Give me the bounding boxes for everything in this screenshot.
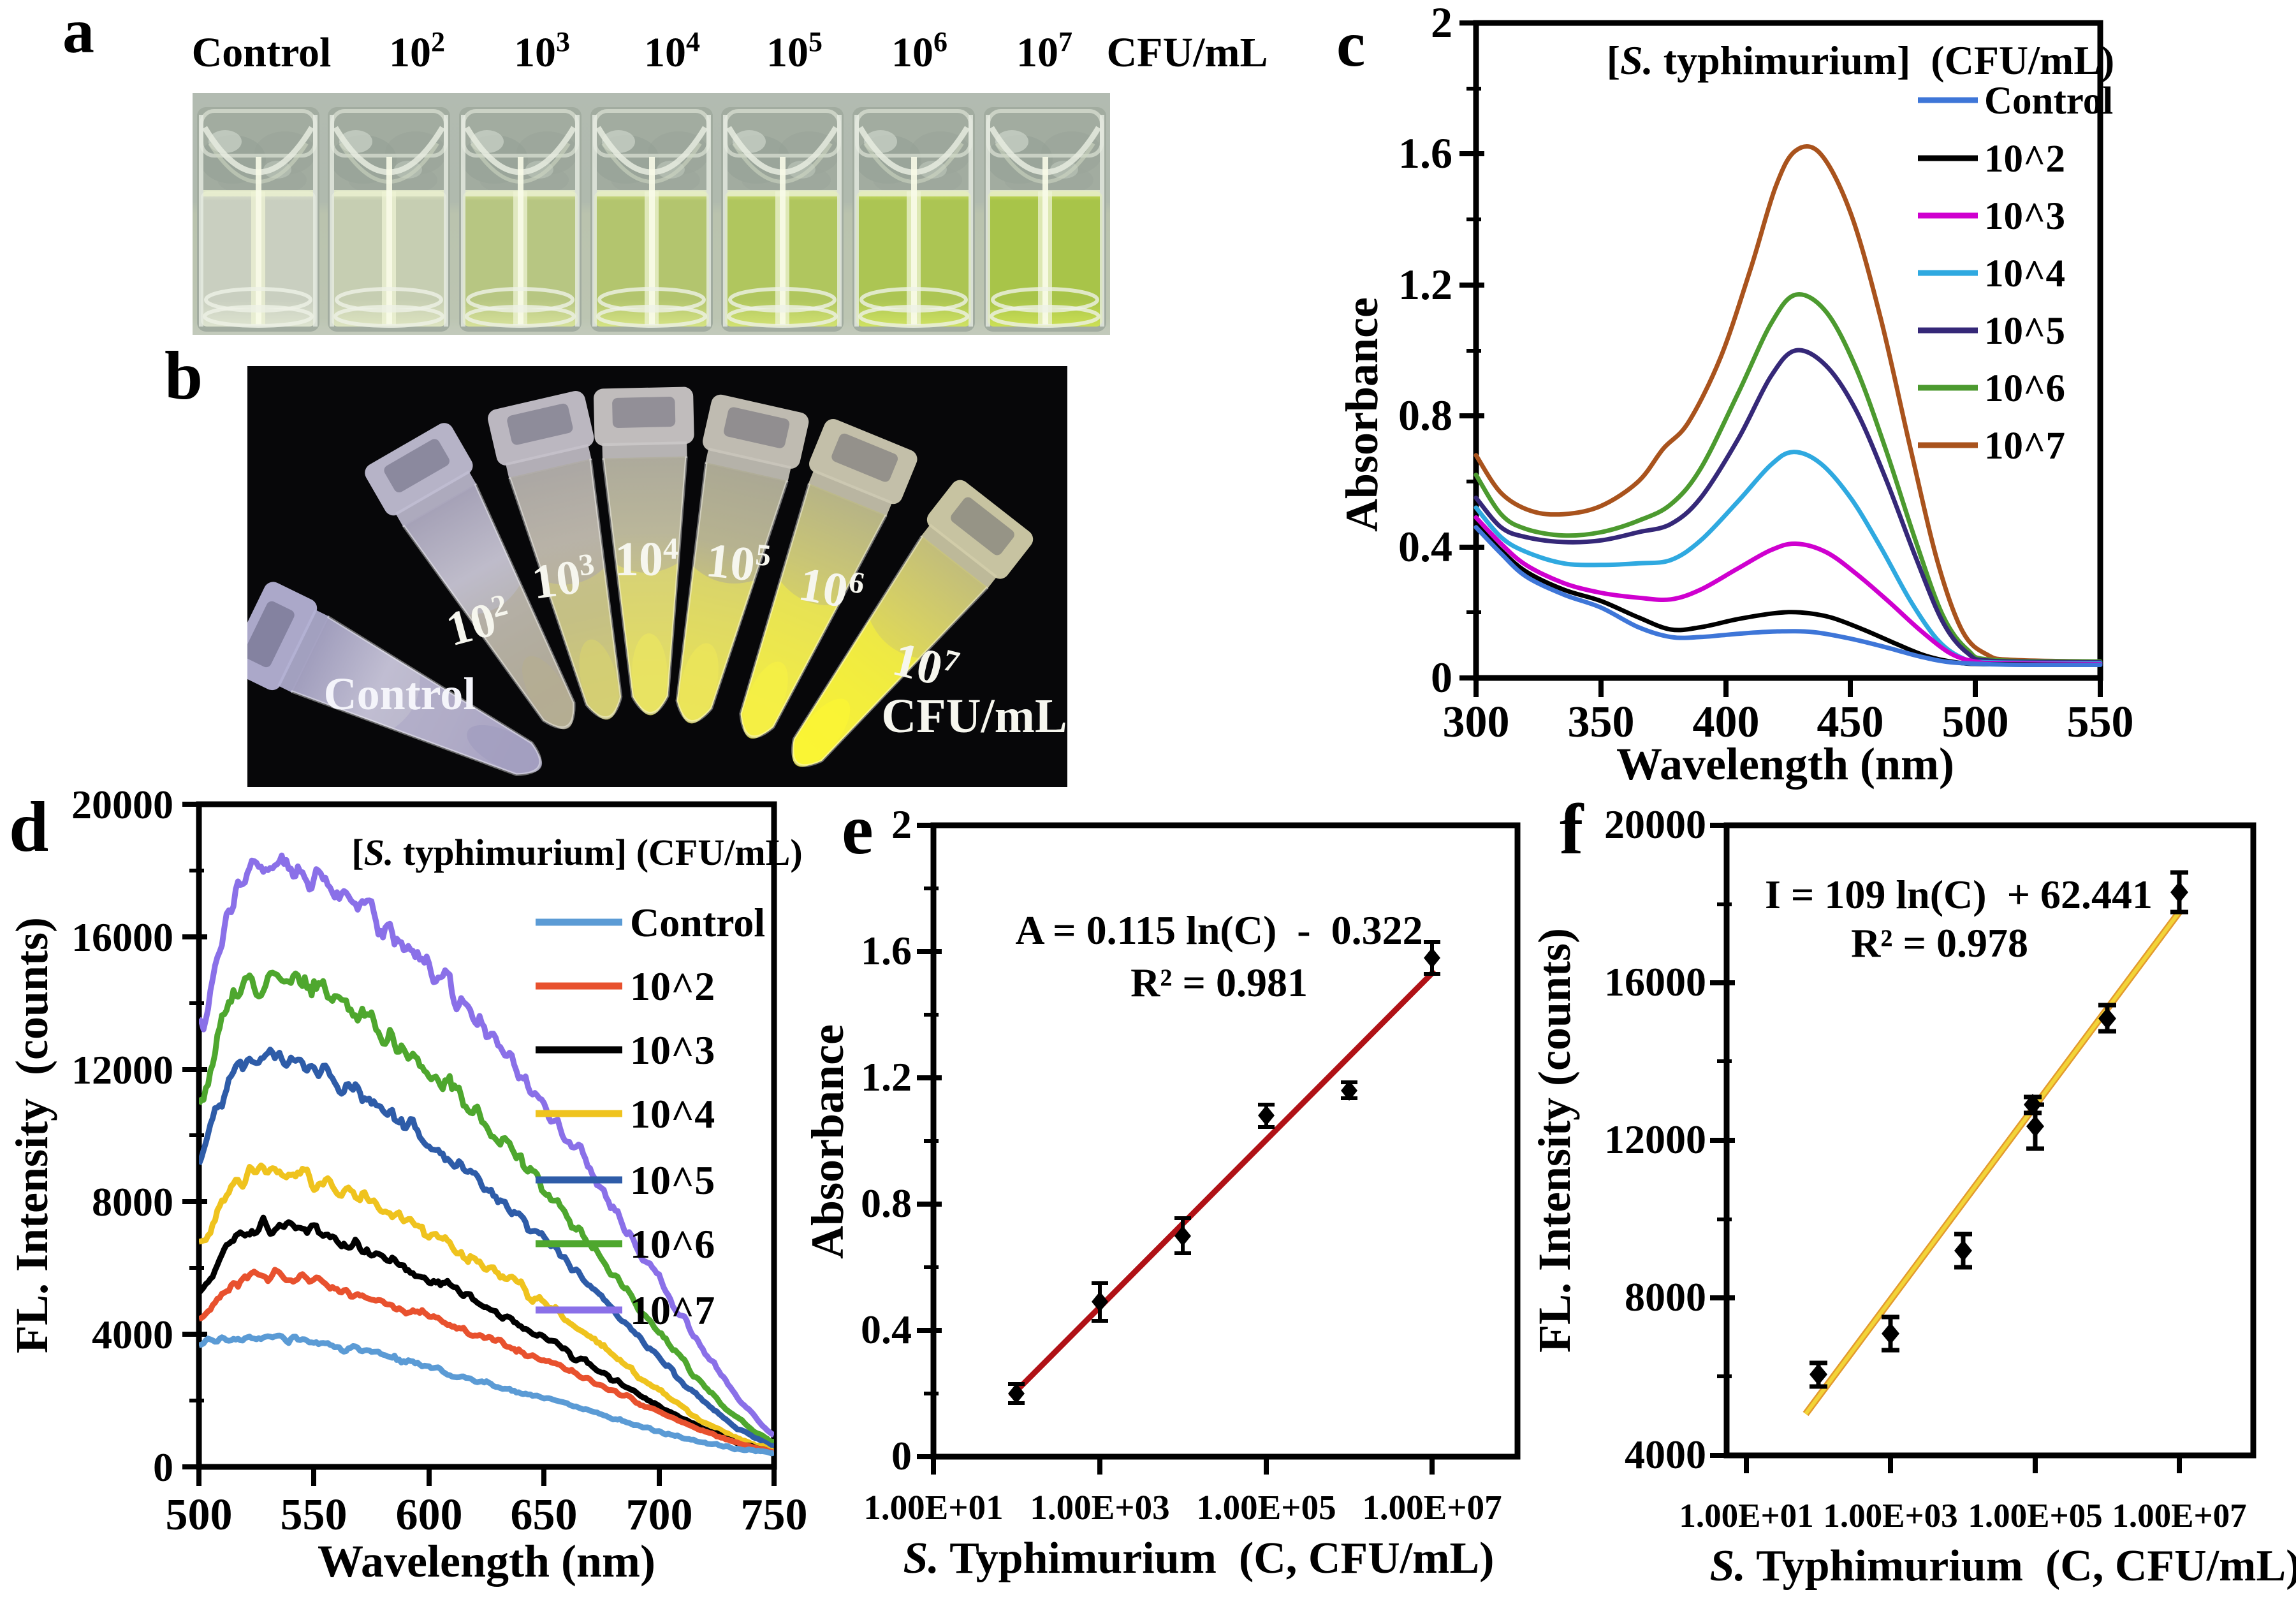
svg-text:Control: Control — [192, 29, 332, 76]
svg-text:103: 103 — [529, 547, 599, 610]
svg-text:Control: Control — [1984, 80, 2113, 122]
svg-text:R² = 0.978: R² = 0.978 — [1851, 920, 2028, 966]
svg-text:S. Typhimurium (C, CFU/mL): S. Typhimurium (C, CFU/mL) — [1710, 1541, 2296, 1591]
svg-text:400: 400 — [1693, 698, 1760, 747]
svg-text:10^4: 10^4 — [630, 1091, 715, 1137]
svg-text:10^7: 10^7 — [630, 1288, 715, 1333]
svg-text:1.00E+05: 1.00E+05 — [1196, 1488, 1336, 1527]
svg-text:105: 105 — [766, 26, 823, 76]
svg-text:10^2: 10^2 — [1984, 138, 2065, 180]
svg-text:1.00E+03: 1.00E+03 — [1823, 1497, 1957, 1534]
svg-text:2: 2 — [891, 802, 912, 847]
svg-text:d: d — [9, 788, 48, 867]
svg-text:500: 500 — [166, 1490, 233, 1540]
svg-text:500: 500 — [1942, 698, 2009, 747]
svg-text:103: 103 — [514, 26, 570, 76]
svg-text:0: 0 — [1431, 653, 1452, 702]
svg-text:10^4: 10^4 — [1984, 253, 2065, 295]
svg-text:I = 109 ln(C) + 62.441: I = 109 ln(C) + 62.441 — [1765, 872, 2153, 917]
svg-text:FL. Intensity (counts): FL. Intensity (counts) — [6, 917, 57, 1353]
svg-text:1.00E+05: 1.00E+05 — [1968, 1497, 2102, 1534]
svg-text:20000: 20000 — [71, 782, 173, 827]
svg-text:1.00E+03: 1.00E+03 — [1030, 1488, 1169, 1527]
svg-text:10^7: 10^7 — [1984, 425, 2065, 467]
svg-text:Absorbance: Absorbance — [1336, 297, 1387, 532]
svg-text:1.00E+01: 1.00E+01 — [1679, 1497, 1813, 1534]
svg-text:Control: Control — [324, 668, 476, 719]
svg-text:107: 107 — [1016, 26, 1072, 76]
svg-text:10^3: 10^3 — [1984, 195, 2065, 238]
svg-text:1.6: 1.6 — [861, 928, 912, 973]
svg-text:a: a — [62, 0, 94, 66]
svg-text:CFU/mL: CFU/mL — [881, 689, 1067, 743]
svg-text:700: 700 — [626, 1490, 693, 1540]
svg-text:Absorbance: Absorbance — [802, 1024, 853, 1259]
svg-text:4000: 4000 — [1625, 1432, 1706, 1477]
svg-text:106: 106 — [795, 556, 867, 621]
svg-text:104: 104 — [615, 532, 678, 586]
svg-text:10^3: 10^3 — [630, 1027, 715, 1073]
svg-text:104: 104 — [644, 26, 700, 76]
svg-text:1.00E+07: 1.00E+07 — [1362, 1488, 1502, 1527]
svg-text:f: f — [1560, 790, 1584, 869]
svg-text:106: 106 — [891, 26, 947, 76]
svg-text:4000: 4000 — [92, 1312, 173, 1357]
svg-text:10^6: 10^6 — [630, 1221, 715, 1267]
svg-text:Control: Control — [630, 900, 765, 945]
svg-text:10^2: 10^2 — [630, 964, 715, 1009]
svg-text:[S. typhimurium] (CFU/mL): [S. typhimurium] (CFU/mL) — [351, 832, 802, 873]
svg-text:102: 102 — [389, 26, 445, 76]
svg-text:10^5: 10^5 — [1984, 310, 2065, 353]
svg-text:S. Typhimurium (C, CFU/mL): S. Typhimurium (C, CFU/mL) — [903, 1534, 1495, 1583]
svg-text:10^5: 10^5 — [630, 1158, 715, 1203]
svg-text:105: 105 — [703, 533, 772, 593]
svg-text:12000: 12000 — [1604, 1117, 1706, 1162]
svg-text:300: 300 — [1443, 698, 1510, 747]
svg-text:550: 550 — [2067, 698, 2134, 747]
svg-text:[S. typhimurium] (CFU/mL): [S. typhimurium] (CFU/mL) — [1607, 38, 2114, 83]
svg-text:1.2: 1.2 — [861, 1054, 912, 1100]
svg-text:450: 450 — [1817, 698, 1884, 747]
svg-text:1.00E+01: 1.00E+01 — [863, 1488, 1003, 1527]
svg-text:0.8: 0.8 — [861, 1181, 912, 1226]
svg-text:550: 550 — [281, 1490, 347, 1540]
svg-text:12000: 12000 — [71, 1047, 173, 1093]
svg-text:102: 102 — [441, 587, 516, 656]
svg-text:b: b — [165, 338, 203, 414]
svg-text:CFU/mL: CFU/mL — [1107, 29, 1268, 76]
svg-text:20000: 20000 — [1604, 802, 1706, 847]
svg-text:0: 0 — [153, 1445, 173, 1490]
svg-text:0: 0 — [891, 1433, 912, 1478]
svg-text:1.00E+07: 1.00E+07 — [2112, 1497, 2246, 1534]
svg-text:10^6: 10^6 — [1984, 367, 2065, 410]
svg-text:8000: 8000 — [92, 1179, 173, 1225]
svg-text:A = 0.115 ln(C) - 0.322: A = 0.115 ln(C) - 0.322 — [1015, 908, 1422, 953]
svg-text:Wavelength (nm): Wavelength (nm) — [1616, 739, 1954, 790]
svg-text:600: 600 — [396, 1490, 463, 1540]
svg-text:1.6: 1.6 — [1398, 129, 1452, 177]
svg-text:0.8: 0.8 — [1398, 391, 1452, 439]
svg-text:350: 350 — [1568, 698, 1635, 747]
svg-text:1.2: 1.2 — [1398, 260, 1452, 309]
svg-text:8000: 8000 — [1625, 1274, 1706, 1320]
svg-text:16000: 16000 — [71, 915, 173, 960]
svg-text:2: 2 — [1431, 0, 1452, 47]
svg-text:c: c — [1336, 8, 1365, 80]
svg-text:FL. Intensity (counts): FL. Intensity (counts) — [1529, 928, 1580, 1353]
svg-text:Wavelength (nm): Wavelength (nm) — [318, 1536, 655, 1587]
svg-text:650: 650 — [511, 1490, 578, 1540]
svg-text:e: e — [842, 790, 874, 869]
svg-text:16000: 16000 — [1604, 959, 1706, 1004]
svg-text:R² = 0.981: R² = 0.981 — [1130, 960, 1308, 1005]
svg-text:0.4: 0.4 — [1398, 522, 1452, 571]
svg-text:0.4: 0.4 — [861, 1307, 912, 1352]
svg-text:750: 750 — [741, 1490, 808, 1540]
